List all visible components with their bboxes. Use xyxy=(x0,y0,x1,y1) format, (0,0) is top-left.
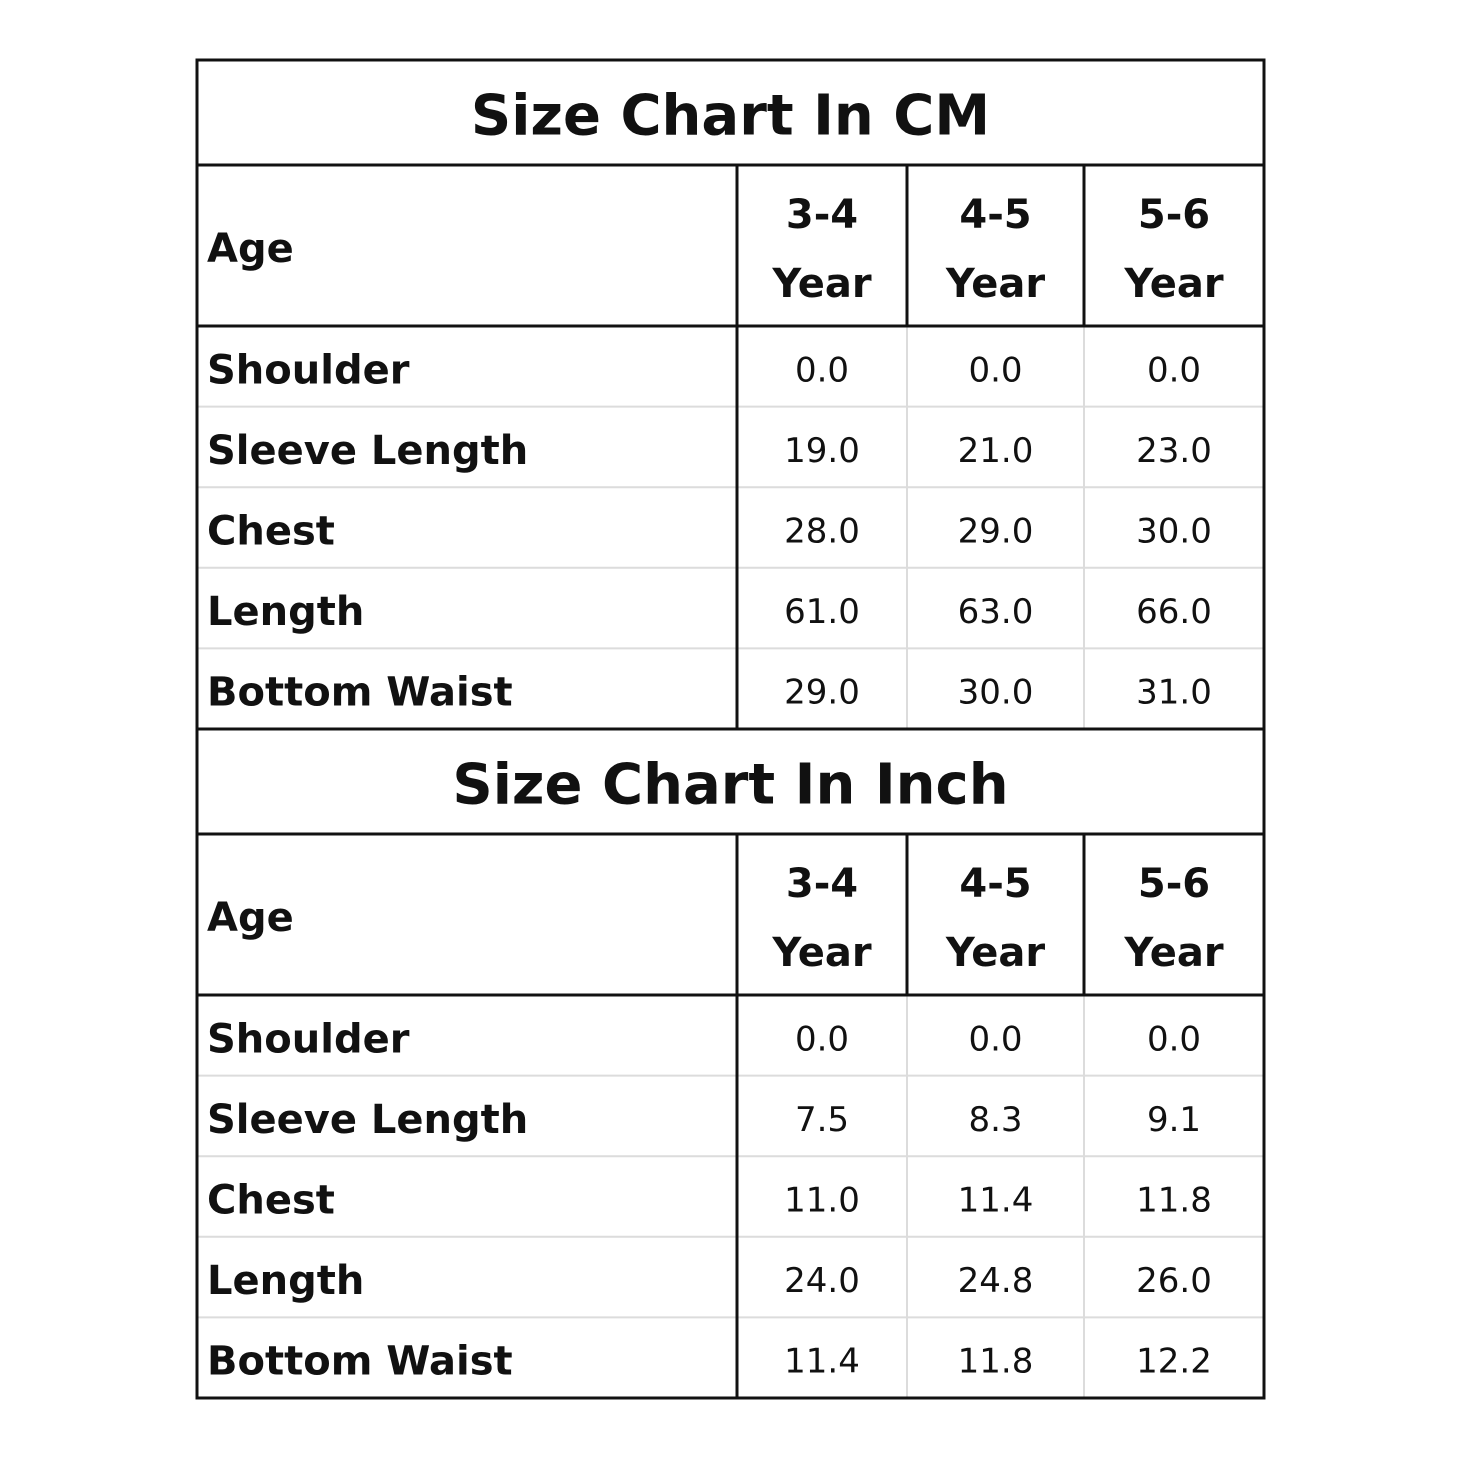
column-header: Year xyxy=(771,261,871,307)
cell-value: 12.2 xyxy=(1136,1342,1212,1382)
cell-value: 11.8 xyxy=(958,1342,1034,1382)
row-label: Length xyxy=(207,589,364,635)
cell-value: 66.0 xyxy=(1136,592,1212,632)
cell-value: 0.0 xyxy=(968,1019,1022,1059)
cell-value: 11.4 xyxy=(784,1342,860,1382)
header-label: Age xyxy=(207,226,294,272)
column-header: Year xyxy=(1123,261,1223,307)
cell-value: 30.0 xyxy=(1136,512,1212,552)
cell-value: 0.0 xyxy=(795,1019,849,1059)
column-header: Year xyxy=(771,930,871,976)
cell-value: 11.8 xyxy=(1136,1181,1212,1221)
cell-value: 61.0 xyxy=(784,592,860,632)
column-header: Year xyxy=(945,930,1045,976)
cell-value: 63.0 xyxy=(958,592,1034,632)
cell-value: 7.5 xyxy=(795,1100,849,1140)
column-header: 3-4 xyxy=(786,192,858,238)
row-label: Bottom Waist xyxy=(207,670,513,716)
row-label: Sleeve Length xyxy=(207,1097,528,1143)
row-label: Shoulder xyxy=(207,1016,410,1062)
row-label: Chest xyxy=(207,509,335,555)
row-label: Shoulder xyxy=(207,347,410,393)
cell-value: 24.0 xyxy=(784,1261,860,1301)
cell-value: 9.1 xyxy=(1147,1100,1201,1140)
cell-value: 28.0 xyxy=(784,512,860,552)
cell-value: 0.0 xyxy=(968,350,1022,390)
column-header: 4-5 xyxy=(959,861,1031,907)
cell-value: 11.0 xyxy=(784,1181,860,1221)
cell-value: 0.0 xyxy=(1147,350,1201,390)
row-label: Length xyxy=(207,1258,364,1304)
column-header: Year xyxy=(1123,930,1223,976)
cell-value: 26.0 xyxy=(1136,1261,1212,1301)
column-header: 4-5 xyxy=(959,192,1031,238)
cell-value: 31.0 xyxy=(1136,673,1212,713)
cell-value: 24.8 xyxy=(958,1261,1034,1301)
column-header: 5-6 xyxy=(1138,192,1210,238)
cell-value: 8.3 xyxy=(968,1100,1022,1140)
cell-value: 23.0 xyxy=(1136,431,1212,471)
cell-value: 0.0 xyxy=(795,350,849,390)
row-label: Sleeve Length xyxy=(207,428,528,474)
row-label: Chest xyxy=(207,1178,335,1224)
table-title: Size Chart In Inch xyxy=(452,753,1008,818)
table-title: Size Chart In CM xyxy=(471,84,990,149)
column-header: 3-4 xyxy=(786,861,858,907)
cell-value: 11.4 xyxy=(958,1181,1034,1221)
cell-value: 29.0 xyxy=(784,673,860,713)
cell-value: 29.0 xyxy=(958,512,1034,552)
cell-value: 30.0 xyxy=(958,673,1034,713)
column-header: 5-6 xyxy=(1138,861,1210,907)
cell-value: 0.0 xyxy=(1147,1019,1201,1059)
column-header: Year xyxy=(945,261,1045,307)
row-label: Bottom Waist xyxy=(207,1339,513,1385)
cell-value: 19.0 xyxy=(784,431,860,471)
cell-value: 21.0 xyxy=(958,431,1034,471)
header-label: Age xyxy=(207,895,294,941)
